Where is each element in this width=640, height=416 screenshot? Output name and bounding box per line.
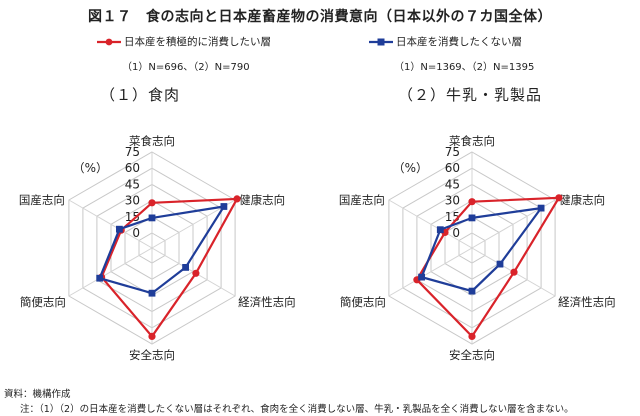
data-point [555, 194, 563, 202]
tick-label: 30 [445, 194, 460, 208]
tick-label: 45 [125, 177, 140, 191]
data-point [233, 195, 241, 203]
legend-swatch-series2 [369, 38, 393, 45]
tick-label: 75 [445, 145, 460, 159]
data-point [496, 260, 504, 268]
data-point [468, 332, 476, 340]
data-point [468, 198, 476, 206]
series-1-dairy [413, 194, 563, 340]
tick-label: 60 [445, 161, 460, 175]
grid-dairy [388, 151, 556, 345]
data-point [418, 273, 425, 281]
data-point [192, 269, 200, 277]
footer-source: 資料：機構作成 [4, 389, 71, 400]
data-point [468, 287, 476, 295]
series-2-meat [96, 203, 228, 297]
axis-label: 健康志向 [559, 193, 605, 207]
axis-label: 健康志向 [239, 193, 285, 207]
data-point [468, 214, 476, 222]
panel-title-dairy: （２）牛乳・乳製品 [398, 86, 543, 104]
chart-title: 図１７ 食の志向と日本産畜産物の消費意向（日本以外の７カ国全体） [88, 9, 552, 25]
tick-label: 45 [445, 177, 460, 191]
legend-item-series2: 日本産を消費したくない層 （1）N=1369、（2）N=1395 [368, 34, 534, 73]
tick-label: 60 [125, 161, 140, 175]
axis-label: 経済性志向 [558, 295, 616, 309]
footer-note: 注：（1）（2）の日本産を消費したくない層はそれぞれ、食肉を全く消費しない層、牛… [20, 404, 574, 415]
axis-label: 経済性志向 [238, 295, 296, 309]
series-line [420, 206, 544, 293]
unit-label: （%） [73, 161, 108, 175]
axis-label: 国産志向 [19, 193, 65, 207]
data-point [510, 268, 518, 276]
data-point [220, 203, 228, 210]
data-point [116, 225, 123, 233]
axis-label: 簡便志向 [340, 295, 386, 309]
axis-spoke [388, 247, 473, 297]
axis-spoke [68, 199, 153, 249]
axis-label: 国産志向 [339, 193, 385, 207]
axis-spoke [68, 247, 153, 297]
tick-label: 0 [132, 226, 140, 240]
axis-label: 安全志向 [129, 348, 175, 362]
axis-label: 安全志向 [449, 348, 495, 362]
axis-label: 菜食志向 [129, 134, 175, 148]
legend-label-series2: 日本産を消費したくない層 [396, 36, 522, 48]
axis-label: 簡便志向 [20, 295, 66, 309]
legend-n-series2: （1）N=1369、（2）N=1395 [394, 62, 535, 73]
tick-label: 75 [125, 145, 140, 159]
data-point [436, 226, 444, 234]
tick-label: 0 [452, 226, 460, 240]
axis-spoke [388, 199, 473, 249]
data-point [537, 204, 545, 212]
tick-label: 15 [125, 210, 140, 224]
tick-labels-meat: 0 15 30 45 60 75 [125, 145, 140, 240]
tick-label: 30 [125, 194, 140, 208]
data-point [148, 214, 156, 222]
data-point [148, 289, 156, 297]
data-point [96, 274, 104, 282]
axis-label: 菜食志向 [449, 134, 495, 148]
legend-swatch-series1 [97, 38, 121, 45]
legend-n-series1: （1）N=696、（2）N=790 [122, 62, 250, 73]
series-2-dairy [418, 204, 545, 295]
legend-label-series1: 日本産を積極的に消費したい層 [124, 36, 271, 48]
unit-label: （%） [393, 161, 428, 175]
legend-item-series1: 日本産を積極的に消費したい層 （1）N=696、（2）N=790 [96, 34, 271, 73]
panel-title-meat: （１）食肉 [100, 86, 181, 104]
data-point [182, 264, 189, 271]
data-point [148, 332, 156, 340]
data-point [148, 199, 156, 207]
